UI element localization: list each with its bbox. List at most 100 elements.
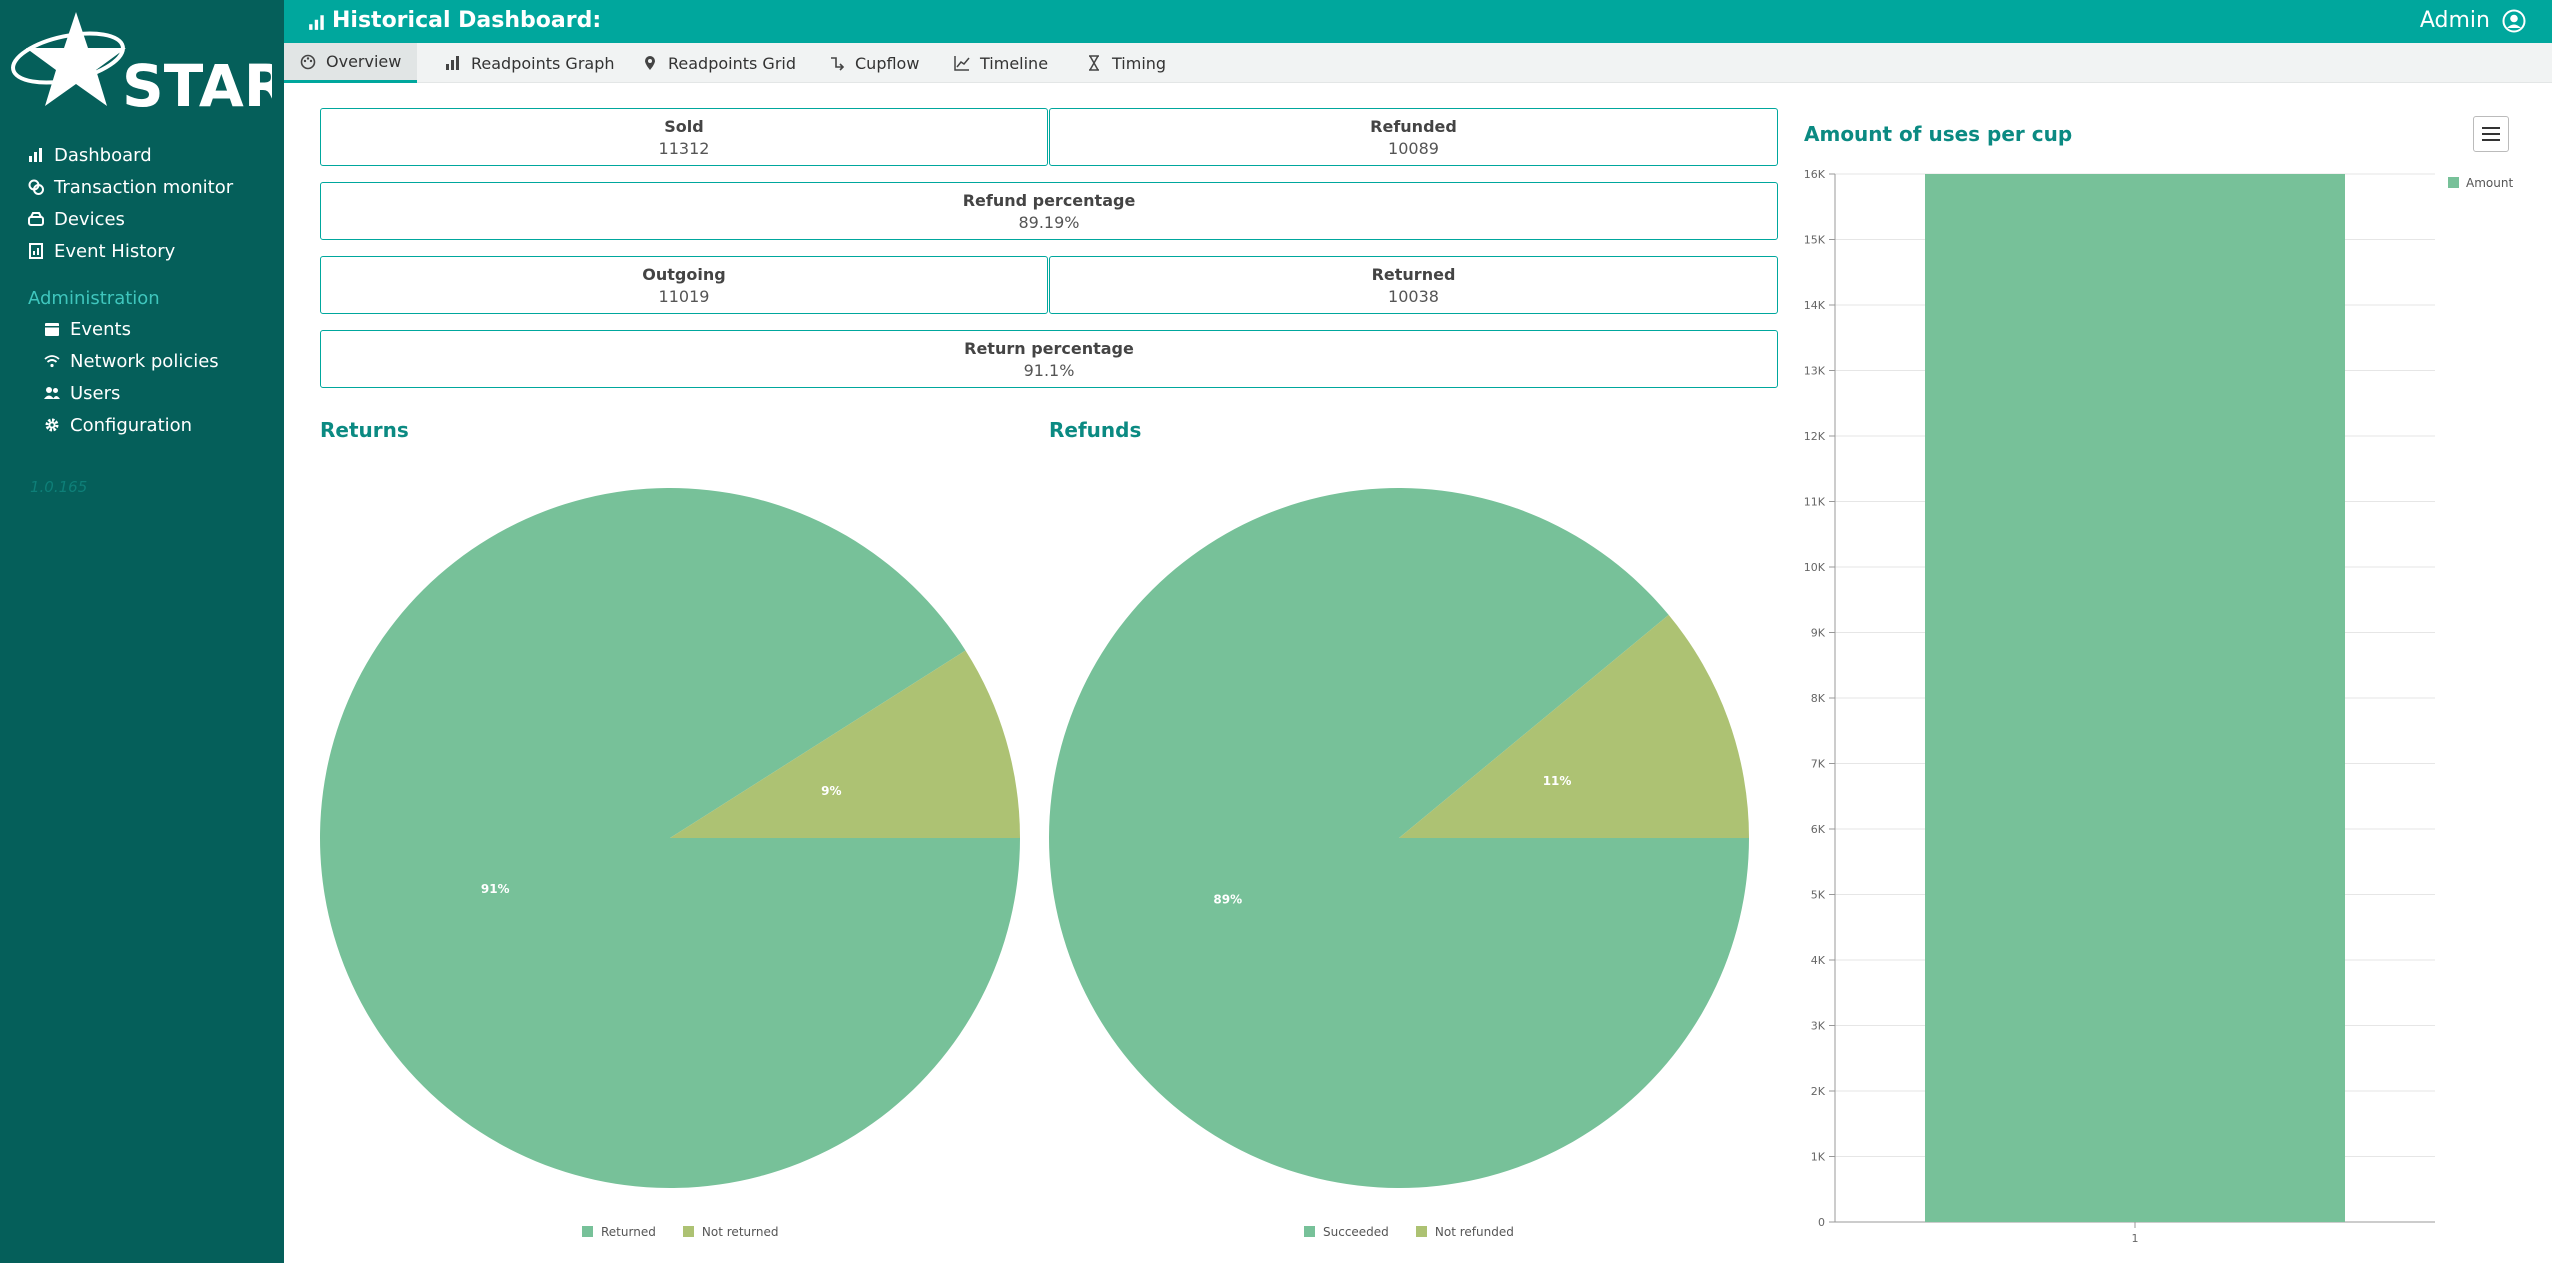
stat-value: 11312 xyxy=(658,139,710,158)
stat-label: Refunded xyxy=(1370,117,1457,136)
pie-slice[interactable] xyxy=(319,487,1020,1188)
y-tick-label: 7K xyxy=(1811,758,1826,771)
y-tick-label: 2K xyxy=(1811,1085,1826,1098)
y-tick-label: 11K xyxy=(1804,496,1826,509)
legend-succeeded[interactable]: Succeeded xyxy=(1304,1225,1389,1239)
user-circle-icon[interactable] xyxy=(2502,9,2526,33)
tab-label: Readpoints Grid xyxy=(668,53,797,73)
chart-file-icon xyxy=(29,243,43,259)
coins-icon xyxy=(28,179,44,195)
legend-swatch[interactable] xyxy=(2448,177,2459,188)
stat-value: 10089 xyxy=(1388,139,1439,158)
calendar-icon xyxy=(45,323,59,336)
sidebar-item-label: Event History xyxy=(54,240,176,262)
refunds-pie-svg: 89% 11% xyxy=(1048,487,1749,1188)
sidebar-item-network-policies[interactable]: Network policies xyxy=(44,346,219,376)
y-tick-label: 12K xyxy=(1804,430,1826,443)
legend-label[interactable]: Amount xyxy=(2466,176,2513,190)
legend-swatch xyxy=(1415,1226,1427,1237)
tab-timeline[interactable]: Timeline xyxy=(938,43,1064,83)
sidebar-item-dashboard[interactable]: Dashboard xyxy=(28,140,152,170)
tab-overview[interactable]: Overview xyxy=(284,43,418,83)
bar-chart-icon xyxy=(29,148,42,162)
sidebar-item-devices[interactable]: Devices xyxy=(28,204,125,234)
legend-returned[interactable]: Returned xyxy=(582,1225,656,1239)
sidebar-item-label: Network policies xyxy=(70,350,219,372)
stat-returned: Returned 10038 xyxy=(1049,256,1778,314)
legend-not-refunded[interactable]: Not refunded xyxy=(1415,1224,1514,1239)
y-tick-label: 14K xyxy=(1804,299,1826,312)
y-tick-label: 10K xyxy=(1804,561,1826,574)
sidebar-item-users[interactable]: Users xyxy=(44,378,120,408)
administration-heading[interactable]: Administration xyxy=(28,288,160,309)
y-tick-label: 6K xyxy=(1811,823,1826,836)
pie-data-label: 89% xyxy=(1213,893,1242,907)
stat-refunded: Refunded 10089 xyxy=(1049,108,1778,166)
hamburger-icon xyxy=(2482,127,2500,141)
legend-label: Not refunded xyxy=(1434,1224,1514,1239)
sidebar-item-label: Dashboard xyxy=(54,144,152,166)
pie-slice[interactable] xyxy=(1399,614,1749,838)
stat-refund-percentage: Refund percentage 89.19% xyxy=(320,182,1778,240)
hourglass-icon xyxy=(1089,55,1099,71)
map-pin-icon xyxy=(645,56,655,70)
pie-data-label: 9% xyxy=(821,784,841,798)
tab-label: Readpoints Graph xyxy=(471,53,615,73)
sidebar-item-events[interactable]: Events xyxy=(44,314,131,344)
stat-value: 11019 xyxy=(658,287,710,306)
wifi-icon xyxy=(44,355,60,368)
sidebar-item-transaction-monitor[interactable]: Transaction monitor xyxy=(28,172,233,202)
tab-label: Timing xyxy=(1112,53,1167,73)
user-name[interactable]: Admin xyxy=(2419,8,2490,33)
logo-text: STAR xyxy=(122,52,272,120)
users-icon xyxy=(44,387,60,399)
returns-chart-title: Returns xyxy=(320,418,409,442)
legend-label: Returned xyxy=(601,1224,656,1239)
stat-value: 91.1% xyxy=(1023,361,1075,380)
tab-readpoints-grid[interactable]: Readpoints Grid xyxy=(626,43,812,83)
top-header: Historical Dashboard: Admin xyxy=(284,0,2552,43)
refunds-legend: Succeeded Not refunded xyxy=(1304,1222,1536,1241)
stat-label: Returned xyxy=(1371,265,1456,284)
sidebar-item-label: Devices xyxy=(54,208,125,230)
legend-swatch xyxy=(682,1226,694,1237)
y-tick-label: 1K xyxy=(1811,1151,1826,1164)
tab-label: Timeline xyxy=(980,53,1049,73)
version-label: 1.0.165 xyxy=(30,478,88,496)
sidebar-item-configuration[interactable]: Configuration xyxy=(44,410,192,440)
bar[interactable] xyxy=(1925,174,2345,1222)
flow-icon xyxy=(831,57,845,71)
palette-icon xyxy=(300,54,316,69)
stat-value: 10038 xyxy=(1388,287,1439,306)
sidebar-item-label: Users xyxy=(70,382,121,404)
sidebar-item-label: Configuration xyxy=(70,414,193,436)
pie-slice[interactable] xyxy=(1048,487,1749,1188)
legend-not-returned[interactable]: Not returned xyxy=(682,1225,778,1239)
legend-swatch xyxy=(582,1226,593,1237)
tab-readpoints-graph[interactable]: Readpoints Graph xyxy=(429,43,631,83)
stat-label: Refund percentage xyxy=(962,191,1136,210)
stat-label: Return percentage xyxy=(964,339,1134,358)
pie-slice[interactable] xyxy=(670,650,1020,838)
bar-chart-icon xyxy=(446,56,459,70)
y-tick-label: 15K xyxy=(1804,234,1826,247)
returns-legend: Returned Not returned xyxy=(582,1222,800,1241)
tab-cupflow[interactable]: Cupflow xyxy=(813,43,935,83)
returns-pie-chart: 91% 9% xyxy=(318,486,1022,1190)
gear-icon xyxy=(45,418,59,432)
tab-timing[interactable]: Timing xyxy=(1070,43,1182,83)
stat-return-percentage: Return percentage 91.1% xyxy=(320,330,1778,388)
sidebar-item-event-history[interactable]: Event History xyxy=(28,236,175,266)
hdd-icon xyxy=(28,212,44,226)
y-tick-label: 0 xyxy=(1818,1216,1825,1229)
bar-chart-title: Amount of uses per cup xyxy=(1804,122,2073,146)
y-tick-label: 8K xyxy=(1811,692,1826,705)
legend-swatch xyxy=(1304,1226,1315,1237)
sidebar-item-label: Events xyxy=(70,318,131,340)
x-tick-label: 1 xyxy=(2132,1232,2139,1245)
chart-menu-button[interactable] xyxy=(2473,116,2509,152)
y-tick-label: 9K xyxy=(1811,627,1826,640)
y-tick-label: 16K xyxy=(1804,168,1826,181)
star-logo[interactable]: STAR xyxy=(10,10,272,120)
page-title: Historical Dashboard: xyxy=(332,8,602,33)
